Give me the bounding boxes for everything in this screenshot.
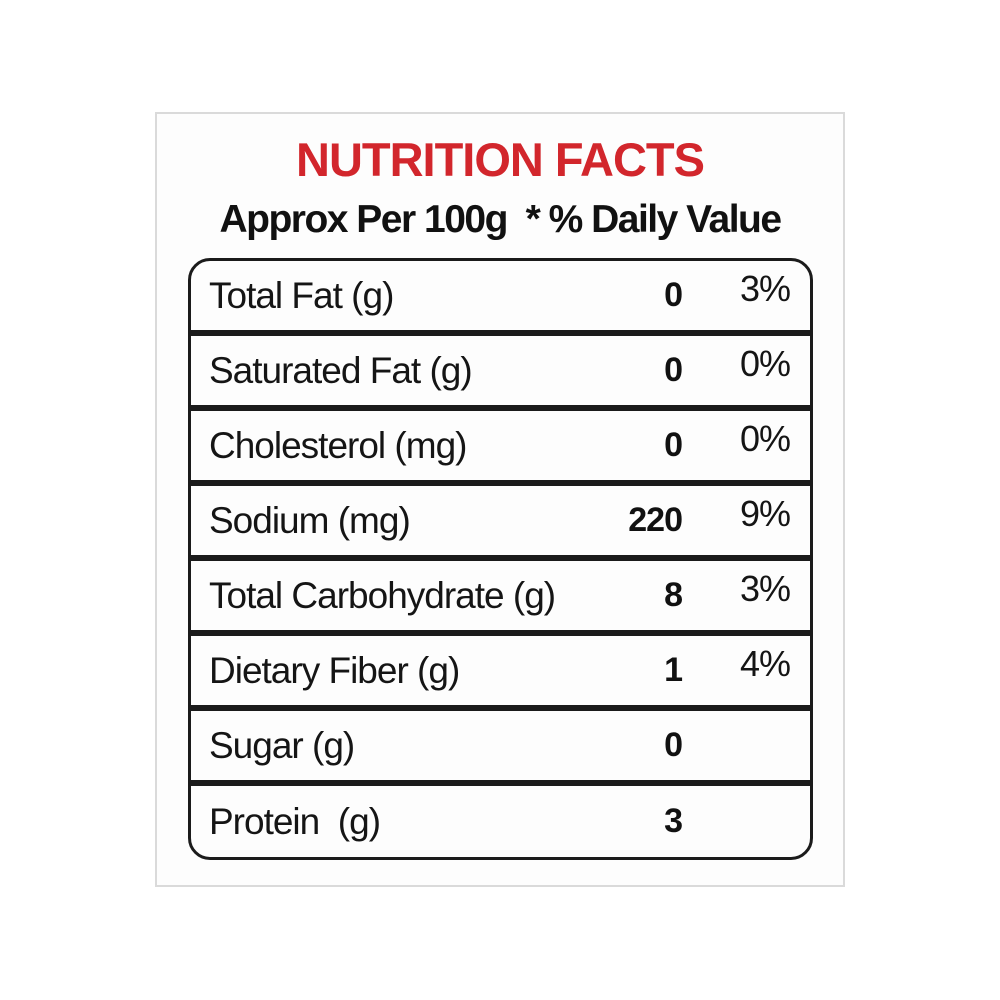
nutrient-daily-value: 9% [739,492,791,534]
nutrient-amount: 8 [664,576,683,614]
nutrient-daily-value: 4% [739,642,791,684]
nutrition-label-card: NUTRITION FACTS Approx Per 100g * % Dail… [155,112,845,887]
nutrient-name: Saturated Fat (g) [209,349,473,391]
table-row-total-carbohydrate: Total Carbohydrate (g) 8 3% [191,561,810,636]
table-row-protein: Protein (g) 3 [191,786,810,857]
nutrient-daily-value: 3% [739,267,791,309]
table-row-cholesterol: Cholesterol (mg) 0 0% [191,411,810,486]
nutrient-amount: 3 [664,802,683,840]
nutrient-daily-value: 3% [739,567,791,609]
nutrient-daily-value: 0% [739,417,791,459]
nutrient-amount: 0 [664,351,683,389]
nutrient-name: Dietary Fiber (g) [209,649,460,691]
nutrient-name: Cholesterol (mg) [209,424,467,466]
table-row-total-fat: Total Fat (g) 0 3% [191,261,810,336]
nutrient-name: Sodium (mg) [209,499,411,541]
nutrient-amount: 1 [664,651,683,689]
nutrient-amount: 220 [628,501,683,539]
nutrient-name: Protein (g) [209,800,381,842]
nutrition-facts-title: NUTRITION FACTS [296,133,705,186]
nutrient-name: Total Fat (g) [209,274,394,316]
nutrition-facts-table: Total Fat (g) 0 3% Saturated Fat (g) 0 0… [188,258,813,860]
table-row-sodium: Sodium (mg) 220 9% [191,486,810,561]
nutrient-amount: 0 [664,726,683,764]
nutrient-name: Sugar (g) [209,724,355,766]
serving-and-dv-header: Approx Per 100g * % Daily Value [219,198,782,241]
nutrient-daily-value: 0% [739,342,791,384]
table-row-sugar: Sugar (g) 0 [191,711,810,786]
table-row-saturated-fat: Saturated Fat (g) 0 0% [191,336,810,411]
table-row-dietary-fiber: Dietary Fiber (g) 1 4% [191,636,810,711]
nutrient-amount: 0 [664,276,683,314]
nutrient-name: Total Carbohydrate (g) [209,574,556,616]
nutrient-amount: 0 [664,426,683,464]
